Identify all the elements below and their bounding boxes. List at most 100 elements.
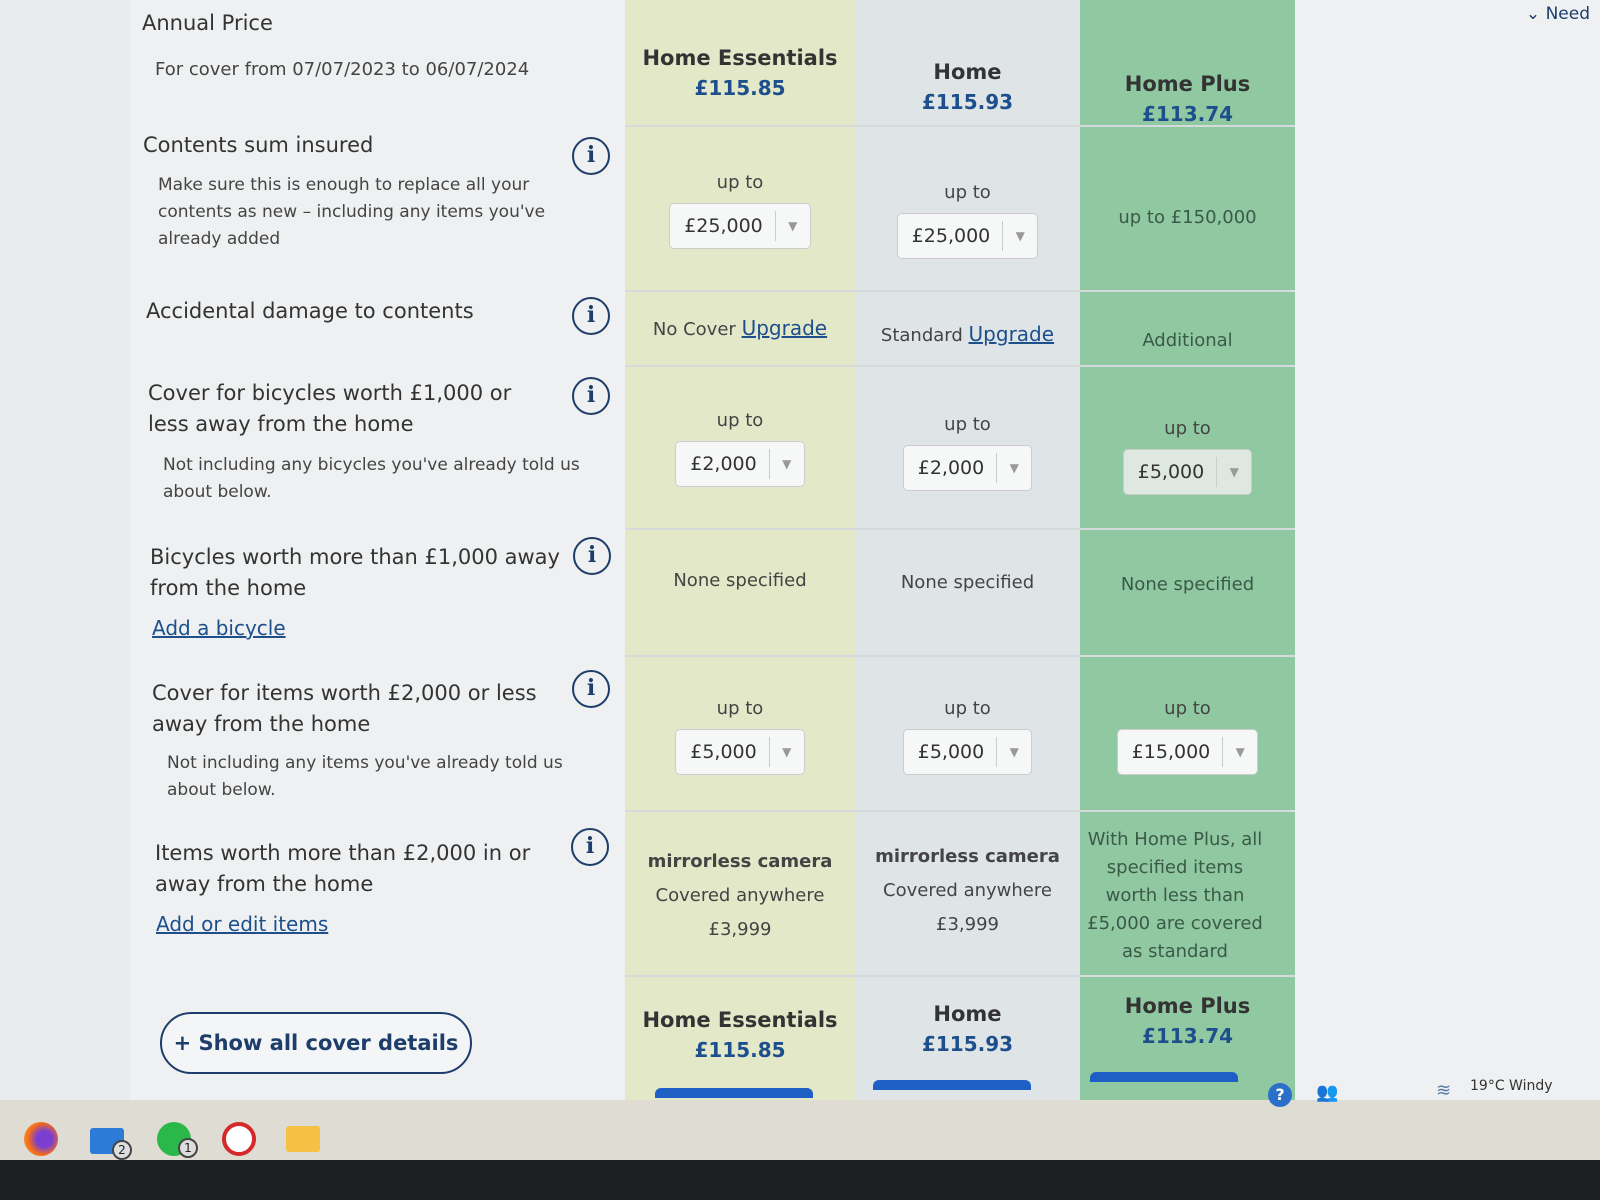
- accidental-home-plus: Additional: [1142, 330, 1233, 351]
- items-desc: Not including any items you've already t…: [167, 753, 563, 800]
- need-help-link[interactable]: ⌄ Need: [1525, 4, 1590, 24]
- item-cover: Covered anywhere: [883, 880, 1052, 901]
- plan-name: Home Plus: [1124, 994, 1251, 1018]
- plan-header-home-plus[interactable]: Home Plus £113.74: [1080, 72, 1295, 126]
- temperature: 19°C: [1470, 1078, 1505, 1094]
- plan-price: £113.74: [1141, 1024, 1234, 1048]
- select-value: £2,000: [690, 449, 770, 479]
- select-value: £2,000: [918, 453, 998, 483]
- big-items-home: mirrorless camera Covered anywhere £3,999: [855, 840, 1080, 942]
- plan-header-home-essentials[interactable]: Home Essentials £115.85: [625, 46, 855, 100]
- info-icon[interactable]: i: [572, 297, 610, 335]
- chevron-down-icon: ▼: [788, 219, 798, 233]
- chevron-down-icon: ▼: [1009, 745, 1019, 759]
- contents-home: up to £25,000 ▼: [855, 182, 1080, 259]
- accidental-title: Accidental damage to contents: [146, 299, 474, 323]
- upgrade-link[interactable]: Upgrade: [741, 316, 828, 340]
- divider: [625, 655, 1295, 657]
- bicycles-home-essentials: up to £2,000 ▼: [625, 410, 855, 487]
- up-to-label: up to: [716, 410, 764, 431]
- item-name: mirrorless camera: [875, 846, 1060, 867]
- annual-price-title: Annual Price: [142, 11, 273, 35]
- items-select[interactable]: £5,000 ▼: [902, 729, 1033, 775]
- big-items-title: Items worth more than £2,000 in or away …: [155, 841, 531, 896]
- info-icon[interactable]: i: [572, 137, 610, 175]
- bicycles-select[interactable]: £2,000 ▼: [902, 445, 1033, 491]
- contents-title: Contents sum insured: [143, 133, 374, 157]
- select-value: £25,000: [912, 221, 1004, 251]
- chevron-down-icon: ▼: [1229, 465, 1239, 479]
- plan-price: £115.93: [921, 90, 1014, 114]
- app-icon[interactable]: [222, 1122, 256, 1156]
- select-plan-button[interactable]: [873, 1080, 1031, 1090]
- select-value: £5,000: [918, 737, 998, 767]
- plan-price: £113.74: [1141, 102, 1234, 126]
- accidental-home-essentials: No Cover Upgrade: [625, 316, 855, 340]
- big-bicycles-title: Bicycles worth more than £1,000 away fro…: [150, 545, 560, 600]
- up-to-label: up to: [1164, 418, 1211, 439]
- people-icon[interactable]: 👥: [1316, 1082, 1339, 1103]
- item-amount: £3,999: [936, 914, 999, 935]
- info-icon[interactable]: i: [571, 828, 609, 866]
- bicycles-select[interactable]: £5,000 ▼: [1122, 449, 1253, 495]
- select-plan-button[interactable]: [1090, 1072, 1238, 1082]
- bicycles-desc: Not including any bicycles you've alread…: [163, 455, 580, 502]
- divider: [625, 125, 1295, 127]
- select-value: £5,000: [690, 737, 770, 767]
- add-edit-items-link[interactable]: Add or edit items: [156, 912, 329, 936]
- whatsapp-badge: 1: [178, 1138, 198, 1158]
- item-name: mirrorless camera: [647, 851, 833, 872]
- items-home: up to £5,000 ▼: [855, 698, 1080, 775]
- item-amount: £3,999: [708, 919, 772, 940]
- contents-home-plus: up to £150,000: [1118, 207, 1257, 228]
- info-icon[interactable]: i: [572, 670, 610, 708]
- show-all-cover-details-button[interactable]: + Show all cover details: [160, 1012, 472, 1074]
- plan-name: Home: [933, 60, 1002, 84]
- select-value: £15,000: [1132, 737, 1224, 767]
- select-plan-button[interactable]: [655, 1088, 813, 1098]
- weather-windy-icon[interactable]: ≋: [1436, 1080, 1452, 1101]
- plan-column-home: [855, 0, 1080, 1110]
- plan-column-home-essentials: [625, 0, 855, 1110]
- up-to-label: up to: [944, 698, 991, 719]
- help-icon[interactable]: ?: [1268, 1083, 1292, 1107]
- bicycles-home-plus: up to £5,000 ▼: [1080, 418, 1295, 495]
- cover-period: For cover from 07/07/2023 to 06/07/2024: [155, 59, 530, 80]
- firefox-icon[interactable]: [24, 1122, 58, 1156]
- items-select[interactable]: £15,000 ▼: [1116, 729, 1259, 775]
- plan-footer-home-essentials[interactable]: Home Essentials £115.85: [625, 1008, 855, 1062]
- plan-name: Home: [933, 1002, 1002, 1026]
- chevron-down-icon: ▼: [1009, 461, 1019, 475]
- cover-level: Standard: [880, 325, 963, 346]
- file-explorer-icon[interactable]: [286, 1126, 320, 1152]
- divider: [625, 290, 1295, 292]
- weather-widget[interactable]: 19°C Windy: [1470, 1078, 1553, 1094]
- plan-footer-home[interactable]: Home £115.93: [855, 1002, 1080, 1056]
- up-to-label: up to: [716, 172, 764, 193]
- chevron-down-icon: ▼: [782, 745, 792, 759]
- plan-header-home[interactable]: Home £115.93: [855, 60, 1080, 114]
- mail-badge: 2: [112, 1140, 132, 1160]
- select-value: £5,000: [1138, 457, 1218, 487]
- screen-bezel: [0, 1160, 1600, 1200]
- plan-price: £115.93: [921, 1032, 1014, 1056]
- upgrade-link[interactable]: Upgrade: [968, 322, 1055, 346]
- divider: [625, 810, 1295, 812]
- add-bicycle-link[interactable]: Add a bicycle: [152, 616, 286, 640]
- bicycles-home: up to £2,000 ▼: [855, 414, 1080, 491]
- info-icon[interactable]: i: [573, 537, 611, 575]
- plan-footer-home-plus[interactable]: Home Plus £113.74: [1080, 994, 1295, 1048]
- up-to-label: up to: [716, 698, 764, 719]
- chevron-down-icon: ▼: [782, 457, 792, 471]
- contents-select[interactable]: £25,000 ▼: [896, 213, 1039, 259]
- up-to-label: up to: [1164, 698, 1211, 719]
- contents-select[interactable]: £25,000 ▼: [669, 203, 811, 249]
- info-icon[interactable]: i: [572, 377, 610, 415]
- up-to-label: up to: [944, 414, 991, 435]
- chevron-down-icon: ▼: [1235, 745, 1245, 759]
- bicycles-select[interactable]: £2,000 ▼: [675, 441, 805, 487]
- chevron-down-icon: ▼: [1015, 229, 1025, 243]
- plan-column-home-plus: [1080, 0, 1295, 1110]
- items-select[interactable]: £5,000 ▼: [675, 729, 805, 775]
- big-bicycles-home-essentials: None specified: [673, 570, 807, 591]
